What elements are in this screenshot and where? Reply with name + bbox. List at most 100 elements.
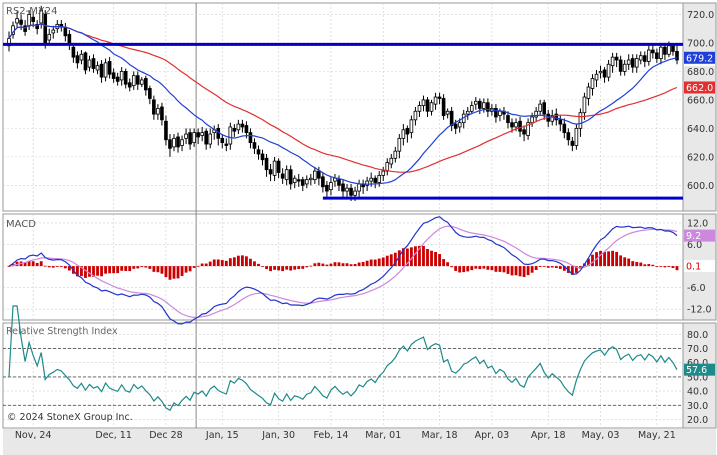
macd-hist-bar [7, 266, 11, 267]
macd-hist-bar [341, 263, 345, 267]
x-axis-panel [3, 429, 716, 455]
macd-hist-bar [526, 266, 530, 276]
candle-body [469, 105, 474, 112]
macd-hist-bar [128, 266, 132, 272]
candle-body [264, 157, 269, 171]
rsi-y-tick-label: 50.0 [687, 372, 708, 383]
ma-fast-line [8, 23, 678, 185]
candle-body [663, 46, 667, 55]
candle-body [220, 137, 225, 144]
candle-body [240, 123, 245, 128]
candle-body [429, 102, 434, 112]
candle-body [139, 79, 144, 85]
candle-body [377, 174, 382, 183]
macd-hist-bar [639, 262, 643, 267]
candle-body [248, 132, 253, 144]
macd-hist-bar [281, 266, 285, 272]
symbol-title: RS2-MX24 [6, 6, 57, 17]
candle-body [296, 179, 301, 182]
macd-hist-bar [180, 266, 184, 276]
candle-body [538, 103, 542, 112]
x-tick-label: Apr, 18 [531, 430, 566, 441]
candle-body [389, 157, 394, 165]
macd-hist-bar [204, 263, 208, 267]
rsi-value-label: 57.6 [686, 365, 707, 376]
macd-hist-bar [277, 266, 281, 271]
x-tick-label: Nov, 24 [15, 430, 52, 441]
macd-hist-bar [51, 266, 55, 268]
macd-hist-bar [192, 266, 196, 268]
candle-body [421, 99, 426, 106]
candle-body [333, 177, 337, 182]
price-y-tick-label: 600.0 [687, 181, 714, 192]
candles-group [7, 5, 679, 202]
candle-body [506, 115, 510, 124]
macd-hist-bar [361, 262, 365, 267]
macd-hist-bar [530, 266, 534, 273]
macd-hist-bar [208, 261, 212, 267]
macd-hist-bar [240, 255, 244, 267]
candle-body [626, 59, 631, 65]
macd-hist-bar [482, 266, 486, 269]
price-y-tick-label: 640.0 [687, 124, 714, 135]
macd-hist-bar [76, 266, 79, 277]
macd-hist-bar [160, 266, 164, 274]
candle-body [95, 65, 100, 71]
candle-body [401, 129, 406, 139]
macd-hist-bar [353, 263, 357, 267]
macd-value-label: 9.2 [686, 231, 701, 242]
macd-hist-bar [446, 262, 450, 267]
macd-hist-bar [498, 266, 502, 272]
candle-body [638, 55, 643, 61]
macd-hist-bar [261, 266, 264, 267]
candle-body [590, 78, 595, 89]
candle-body [445, 110, 450, 115]
macd-hist-bar [393, 252, 397, 267]
candle-body [91, 58, 96, 69]
candle-body [369, 177, 373, 182]
macd-hist-bar [494, 266, 498, 272]
candle-body [566, 132, 571, 141]
candle-body [232, 127, 237, 132]
candle-body [168, 139, 172, 149]
macd-hist-bar [172, 266, 176, 279]
candle-body [675, 51, 679, 61]
candle-body [542, 102, 547, 115]
x-tick-label: Jan, 30 [261, 430, 295, 441]
macd-hist-bar [245, 256, 248, 267]
macd-hist-bar [148, 266, 152, 269]
price-y-tick-label: 680.0 [687, 67, 714, 78]
rsi-line [8, 305, 678, 412]
ma-fast-value-label-bg [684, 51, 715, 64]
candle-body [570, 140, 575, 146]
candle-body [393, 150, 398, 159]
candle-body [453, 123, 458, 129]
rsi-y-tick-label: 20.0 [687, 415, 708, 426]
candle-body [31, 16, 35, 22]
candle-body [441, 98, 446, 116]
candle-body [385, 162, 390, 172]
macd-hist-bar [462, 266, 466, 273]
macd-hist-bar [599, 250, 602, 267]
macd-hist-bar [458, 266, 462, 273]
macd-hist-bar [140, 266, 144, 268]
macd-hist-bar [365, 260, 369, 267]
macd-hist-bar [655, 266, 659, 267]
macd-hist-bar [518, 266, 522, 277]
macd-hist-bar [321, 263, 325, 267]
candle-body [131, 75, 136, 87]
x-tick-label: Apr, 03 [475, 430, 510, 441]
candle-body [417, 105, 422, 112]
macd-hist-bar [104, 266, 107, 274]
macd-hist-bar [293, 266, 297, 270]
candle-body [176, 136, 180, 148]
candle-body [200, 132, 204, 136]
macd-hist-bar [659, 266, 663, 267]
candle-body [610, 56, 615, 67]
candle-body [482, 102, 486, 109]
price-y-tick-label: 620.0 [687, 152, 714, 163]
candle-body [172, 137, 176, 148]
candle-body [353, 190, 357, 196]
candle-body [236, 123, 241, 131]
macd-hist-bar [546, 266, 550, 268]
